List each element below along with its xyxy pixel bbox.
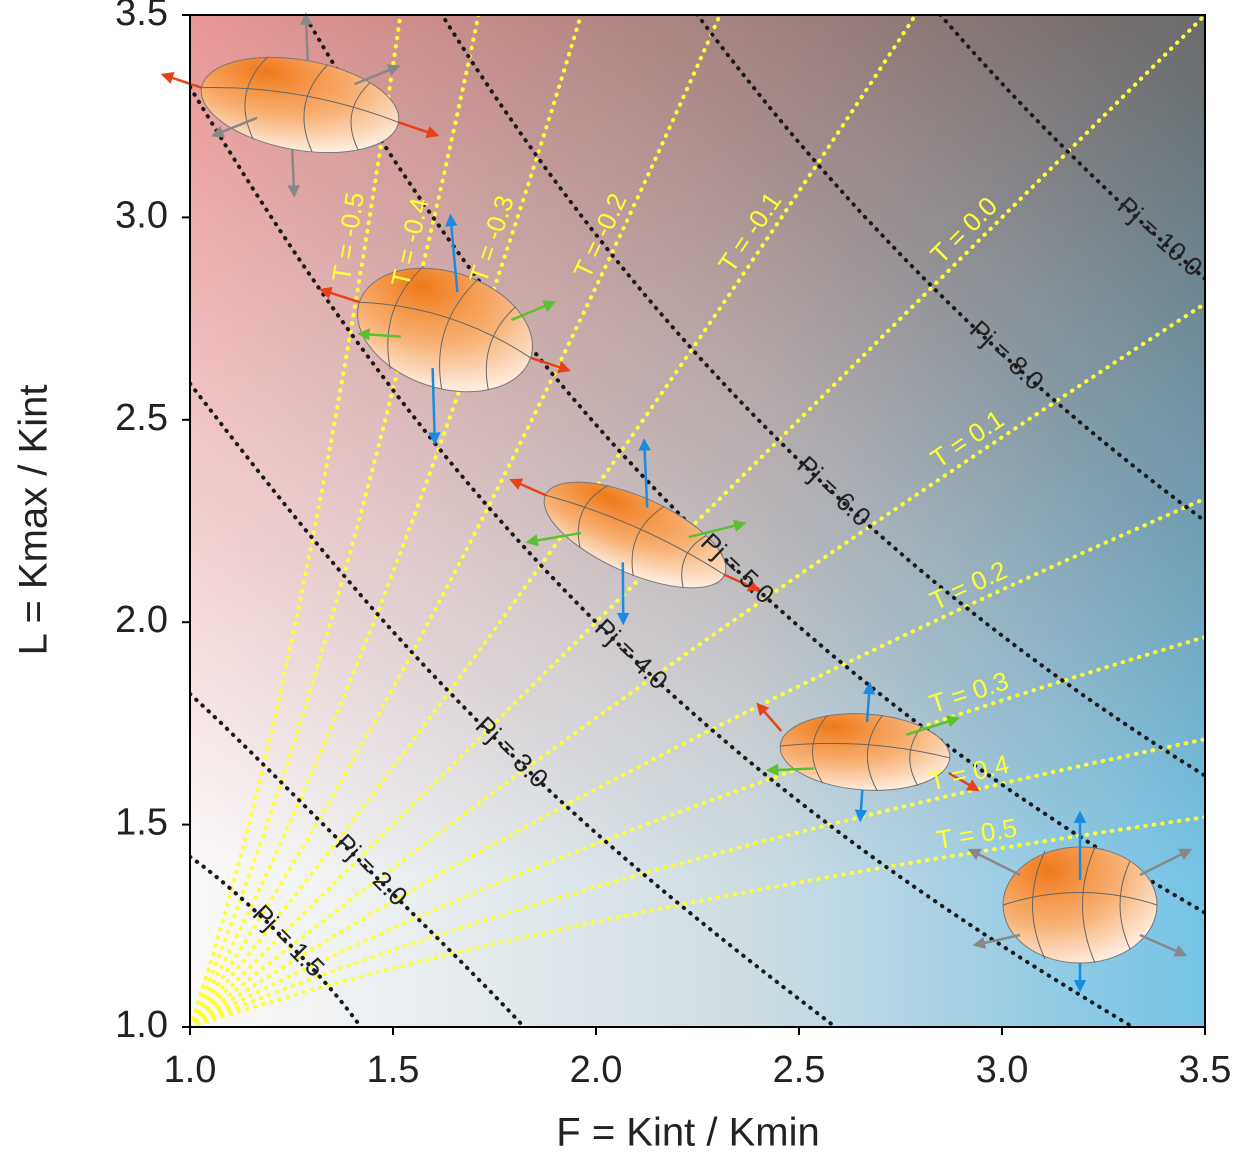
x-tick-label: 3.5 <box>1179 1049 1232 1091</box>
x-tick-label: 2.5 <box>773 1049 826 1091</box>
chart: T = -0.5T = -0.4T = -0.3T = -0.2T = -0.1… <box>0 0 1239 1161</box>
x-tick-label: 3.0 <box>976 1049 1029 1091</box>
x-tick-label: 2.0 <box>570 1049 623 1091</box>
y-tick-label: 1.5 <box>115 802 168 844</box>
y-tick-label: 1.0 <box>115 1004 168 1046</box>
y-tick-label: 3.0 <box>115 194 168 236</box>
x-tick-label: 1.5 <box>367 1049 420 1091</box>
y-tick-label: 3.5 <box>115 0 168 34</box>
x-axis-title: F = Kint / Kmin <box>556 1111 819 1155</box>
y-tick-label: 2.0 <box>115 599 168 641</box>
x-tick-label: 1.0 <box>164 1049 217 1091</box>
y-axis-title: L = Kmax / Kint <box>12 385 56 656</box>
y-tick-label: 2.5 <box>115 397 168 439</box>
